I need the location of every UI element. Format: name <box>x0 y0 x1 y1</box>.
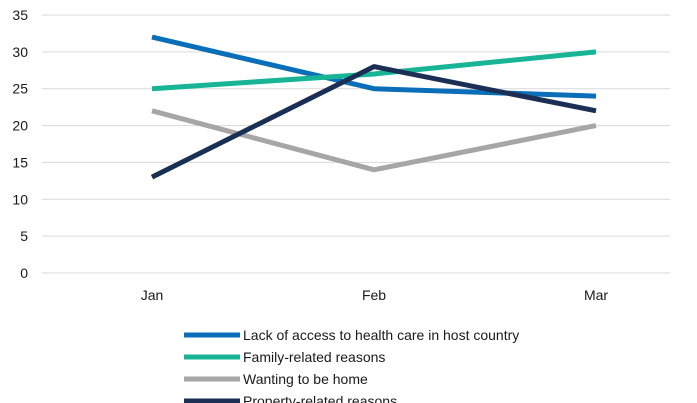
y-tick-label: 5 <box>20 228 28 244</box>
gridlines <box>42 14 670 274</box>
legend-label: Lack of access to health care in host co… <box>243 327 519 343</box>
series-lines <box>150 34 597 180</box>
x-tick-label: Jan <box>141 287 164 303</box>
y-tick-label: 15 <box>12 154 28 170</box>
series-line <box>150 64 597 180</box>
y-tick-label: 35 <box>12 7 28 23</box>
y-tick-label: 20 <box>12 118 28 134</box>
legend-label: Wanting to be home <box>243 371 368 387</box>
x-tick-label: Feb <box>362 287 386 303</box>
series-line <box>151 49 597 92</box>
legend: Lack of access to health care in host co… <box>184 327 519 403</box>
y-tick-label: 10 <box>12 191 28 207</box>
x-tick-label: Mar <box>584 287 608 303</box>
x-axis-ticks: Jan Feb Mar <box>141 287 609 303</box>
y-tick-label: 25 <box>12 81 28 97</box>
legend-label: Property-related reasons <box>243 393 397 403</box>
y-tick-label: 30 <box>12 44 28 60</box>
legend-label: Family-related reasons <box>243 349 385 365</box>
y-axis-ticks: 0 5 10 15 20 25 30 35 <box>12 7 28 281</box>
y-tick-label: 0 <box>20 265 28 281</box>
series-line <box>151 108 597 173</box>
